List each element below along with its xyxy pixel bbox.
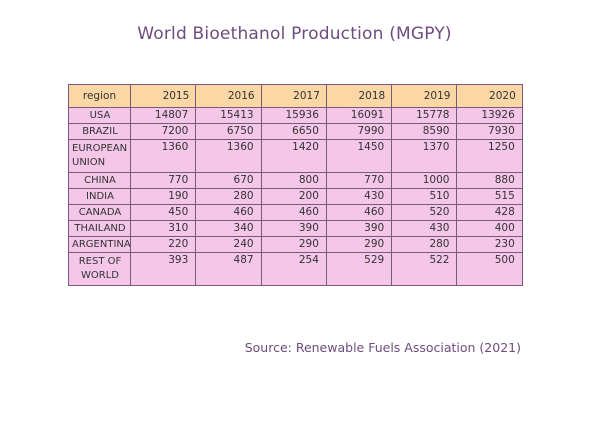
data-table-container: region 2015 2016 2017 2018 2019 2020 USA 14807 1… — [68, 84, 523, 286]
table-cell: 280 — [391, 236, 458, 253]
row-label: THAILAND — [68, 220, 131, 237]
table-cell: 880 — [456, 172, 523, 189]
table-cell: 460 — [195, 204, 262, 221]
table-row: CHINA 770 670 800 770 1000 880 — [68, 172, 523, 189]
column-header-region: region — [68, 84, 131, 108]
chart-title: World Bioethanol Production (MGPY) — [137, 24, 452, 44]
data-table: region 2015 2016 2017 2018 2019 2020 USA 14807 1… — [68, 84, 523, 286]
table-cell: 460 — [325, 204, 393, 221]
table-cell: 15936 — [260, 107, 327, 124]
column-header-2018: 2018 — [325, 84, 393, 108]
column-header-2019: 2019 — [391, 84, 458, 108]
table-row: ARGENTINA 220 240 290 290 280 230 — [68, 236, 523, 253]
row-label: REST OF WORLD — [68, 252, 131, 286]
column-header-2015: 2015 — [129, 84, 197, 108]
table-row: CANADA 450 460 460 460 520 428 — [68, 204, 523, 221]
table-cell: 7990 — [325, 123, 393, 140]
table-cell: 290 — [260, 236, 327, 253]
table-header-row: region 2015 2016 2017 2018 2019 2020 — [68, 84, 523, 108]
table-cell: 13926 — [456, 107, 523, 124]
table-cell: 460 — [260, 204, 327, 221]
table-cell: 14807 — [129, 107, 197, 124]
table-cell: 670 — [195, 172, 262, 189]
column-header-2016: 2016 — [195, 84, 262, 108]
column-header-2017: 2017 — [260, 84, 327, 108]
row-label: INDIA — [68, 188, 131, 205]
table-cell: 770 — [129, 172, 197, 189]
row-label: EUROPEAN UNION — [68, 139, 131, 173]
table-cell: 15778 — [391, 107, 458, 124]
table-row: REST OF WORLD 393 487 254 529 522 500 — [68, 252, 523, 286]
row-label: CANADA — [68, 204, 131, 221]
table-cell: 290 — [325, 236, 393, 253]
table-cell: 280 — [195, 188, 262, 205]
source-note: Source: Renewable Fuels Association (202… — [244, 340, 521, 355]
table-cell: 230 — [456, 236, 523, 253]
table-cell: 190 — [129, 188, 197, 205]
table-cell: 1370 — [391, 139, 458, 173]
table-cell: 450 — [129, 204, 197, 221]
table-cell: 390 — [260, 220, 327, 237]
table-row: EUROPEAN UNION 1360 1360 1420 1450 1370 1250 — [68, 139, 523, 173]
table-cell: 800 — [260, 172, 327, 189]
table-cell: 16091 — [325, 107, 393, 124]
table-cell: 390 — [325, 220, 393, 237]
table-row: INDIA 190 280 200 430 510 515 — [68, 188, 523, 205]
table-cell: 1360 — [129, 139, 197, 173]
table-cell: 430 — [391, 220, 458, 237]
table-cell: 487 — [195, 252, 262, 286]
table-cell: 1420 — [260, 139, 327, 173]
table-row: BRAZIL 7200 6750 6650 7990 8590 7930 — [68, 123, 523, 140]
table-cell: 430 — [325, 188, 393, 205]
table-cell: 510 — [391, 188, 458, 205]
table-cell: 7200 — [129, 123, 197, 140]
table-cell: 6650 — [260, 123, 327, 140]
table-cell: 340 — [195, 220, 262, 237]
table-cell: 400 — [456, 220, 523, 237]
table-cell: 393 — [129, 252, 197, 286]
table-cell: 1250 — [456, 139, 523, 173]
table-cell: 520 — [391, 204, 458, 221]
column-header-2020: 2020 — [456, 84, 523, 108]
table-cell: 500 — [456, 252, 523, 286]
table-cell: 428 — [456, 204, 523, 221]
table-cell: 7930 — [456, 123, 523, 140]
row-label: USA — [68, 107, 131, 124]
row-label: CHINA — [68, 172, 131, 189]
row-label: BRAZIL — [68, 123, 131, 140]
table-cell: 6750 — [195, 123, 262, 140]
table-row: USA 14807 15413 15936 16091 15778 13926 — [68, 107, 523, 124]
table-cell: 770 — [325, 172, 393, 189]
table-cell: 15413 — [195, 107, 262, 124]
row-label: ARGENTINA — [68, 236, 131, 253]
table-cell: 1000 — [391, 172, 458, 189]
table-cell: 200 — [260, 188, 327, 205]
table-cell: 310 — [129, 220, 197, 237]
table-cell: 515 — [456, 188, 523, 205]
table-cell: 529 — [325, 252, 393, 286]
table-cell: 254 — [260, 252, 327, 286]
table-body: USA 14807 15413 15936 16091 15778 13926 BRAZIL 7… — [68, 107, 523, 286]
table-cell: 240 — [195, 236, 262, 253]
table-cell: 220 — [129, 236, 197, 253]
table-cell: 1450 — [325, 139, 393, 173]
table-cell: 1360 — [195, 139, 262, 173]
table-row: THAILAND 310 340 390 390 430 400 — [68, 220, 523, 237]
table-cell: 522 — [391, 252, 458, 286]
table-cell: 8590 — [391, 123, 458, 140]
